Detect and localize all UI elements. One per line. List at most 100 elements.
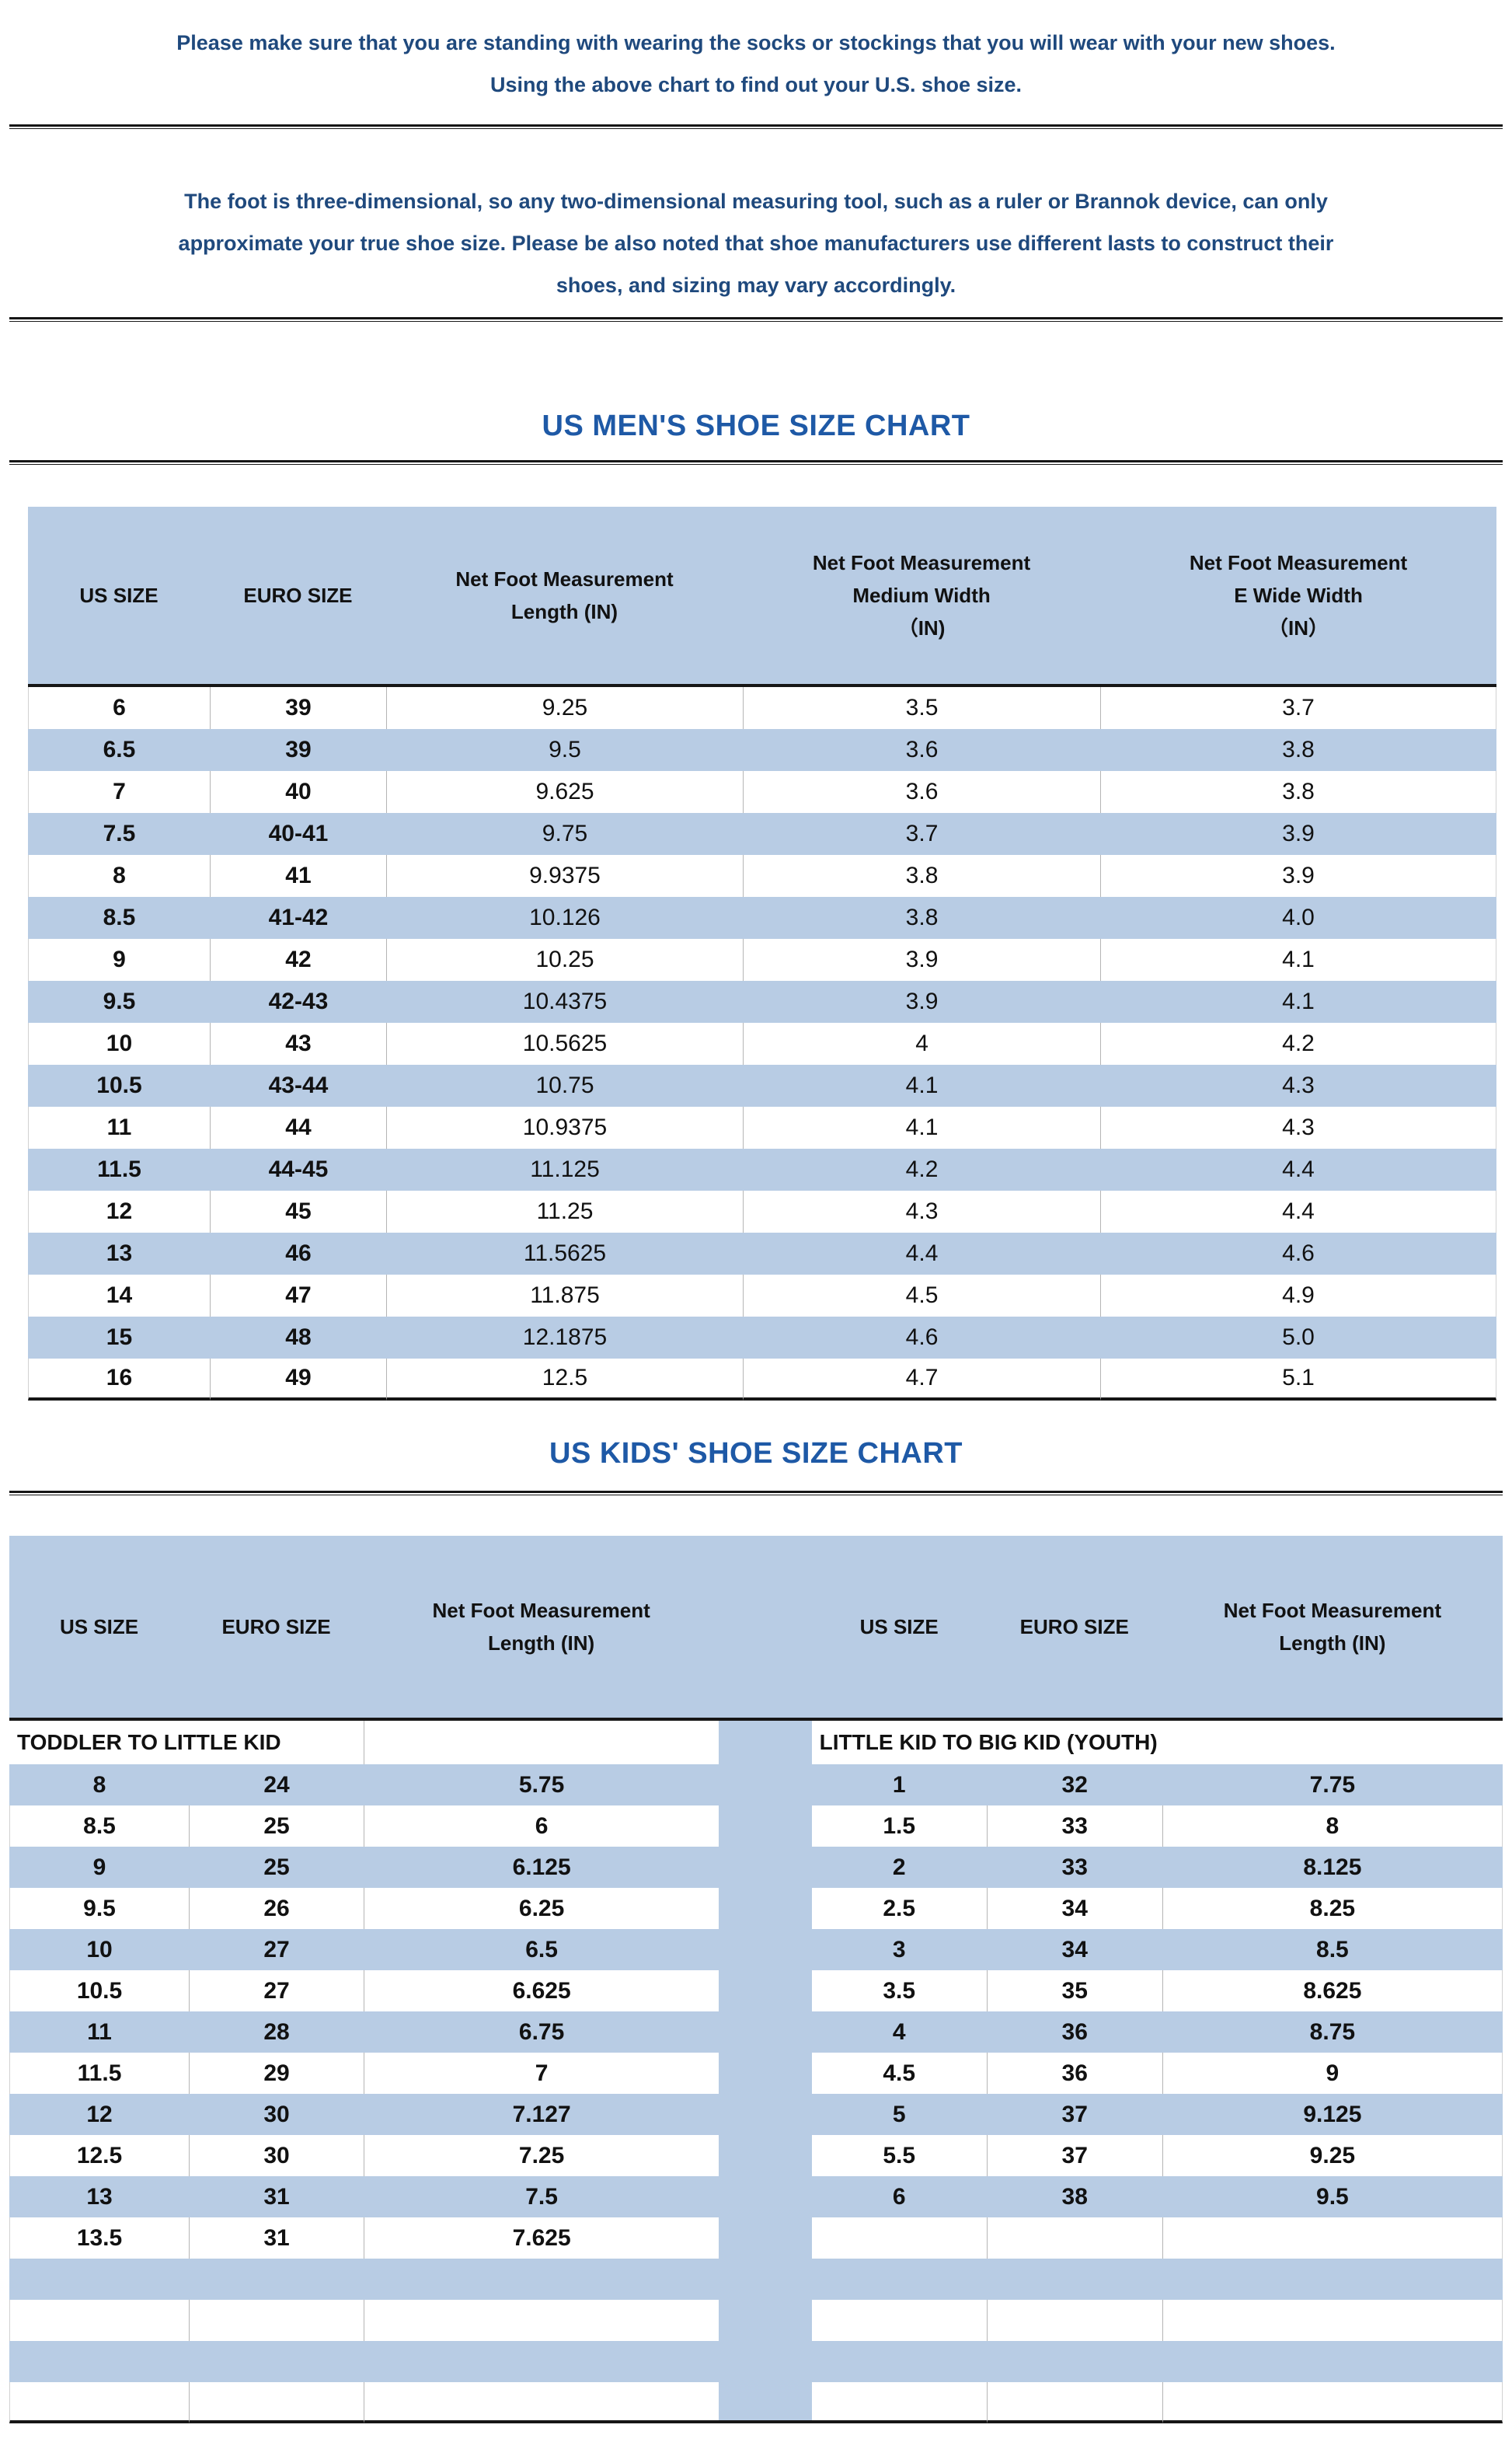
table-cell: 9.25 xyxy=(1162,2135,1503,2176)
table-row: 11.5 29 7 4.5 36 9 xyxy=(9,2053,1503,2094)
table-cell: 44-45 xyxy=(209,1149,386,1191)
empty-cell xyxy=(364,1721,719,1764)
table-row: 10 27 6.5 3 34 8.5 xyxy=(9,1929,1503,1970)
spacer-column xyxy=(719,2176,812,2217)
table-cell: 6 xyxy=(28,687,210,729)
table-cell: 4.4 xyxy=(1100,1191,1496,1233)
table-row: 6.5 39 9.5 3.6 3.8 xyxy=(28,729,1496,771)
table-cell xyxy=(1162,2341,1503,2382)
column-header-euro-size: EURO SIZE xyxy=(189,1536,364,1721)
intro-paragraph-2: The foot is three-dimensional, so any tw… xyxy=(9,180,1503,306)
table-cell xyxy=(9,2341,190,2382)
column-header-length: Net Foot Measurement Length (IN) xyxy=(364,1536,719,1721)
mens-table-body: 6 39 9.25 3.5 3.7 6.5 39 9.5 3.6 3.8 7 40 9.625 3.6 3.… xyxy=(28,687,1496,1401)
table-cell: 8 xyxy=(28,855,210,897)
table-cell: 1.5 xyxy=(883,1812,916,1839)
table-row: 15 48 12.1875 4.6 5.0 xyxy=(28,1317,1496,1359)
table-cell: 10 xyxy=(9,1929,190,1970)
table-cell: 12.5 xyxy=(9,2135,189,2176)
table-cell: 30 xyxy=(189,2094,364,2135)
table-row: 9 42 10.25 3.9 4.1 xyxy=(28,939,1496,981)
table-cell: 4.2 xyxy=(743,1149,1101,1191)
table-cell: 10.126 xyxy=(385,897,744,939)
table-cell: 11.125 xyxy=(385,1149,744,1191)
table-row: 16 49 12.5 4.7 5.1 xyxy=(28,1359,1496,1401)
table-cell: 45 xyxy=(209,1191,386,1233)
table-row: 11 28 6.75 4 36 8.75 xyxy=(9,2011,1503,2053)
table-row: 12 30 7.127 5 37 9.125 xyxy=(9,2094,1503,2135)
table-cell: 9.5 xyxy=(28,981,210,1023)
table-cell: 25 xyxy=(189,1805,364,1847)
intro-paragraph-1: Please make sure that you are standing w… xyxy=(9,22,1503,106)
table-row: 9 25 6.125 2 33 8.125 xyxy=(9,1847,1503,1888)
text-line: Using the above chart to find out your U… xyxy=(489,73,1023,96)
spacer-column xyxy=(719,2382,812,2423)
table-cell xyxy=(811,2341,987,2382)
table-cell: 6 xyxy=(364,1805,719,1847)
table-cell: 41-42 xyxy=(209,897,386,939)
column-header-medium-width: Net Foot Measurement Medium Width （IN) xyxy=(743,507,1101,687)
kids-size-table: US SIZE EURO SIZE Net Foot Measurement Le… xyxy=(9,1536,1503,2423)
text-line: （IN） xyxy=(1268,616,1329,640)
section-divider xyxy=(9,1491,1503,1495)
table-cell: 25 xyxy=(189,1847,364,1888)
text-line: （IN) xyxy=(897,616,946,640)
table-row: 9.5 26 6.25 2.5 34 8.25 xyxy=(9,1888,1503,1929)
table-cell: 33 xyxy=(986,1847,1162,1888)
table-cell xyxy=(9,2300,189,2341)
table-row: 10.5 27 6.625 3.5 35 8.625 xyxy=(9,1970,1503,2011)
table-cell: 36 xyxy=(986,2053,1162,2094)
table-cell: 9.5 xyxy=(385,729,744,771)
kids-chart-title: US KIDS' SHOE SIZE CHART xyxy=(549,1437,963,1470)
table-cell xyxy=(364,2382,719,2423)
table-cell: 31 xyxy=(189,2176,364,2217)
table-cell: 4.3 xyxy=(1100,1107,1496,1149)
table-cell xyxy=(811,2259,987,2300)
section-divider xyxy=(9,460,1503,465)
table-cell: 14 xyxy=(28,1275,210,1317)
table-cell: 36 xyxy=(986,2011,1162,2053)
table-cell: 8.625 xyxy=(1162,1970,1503,2011)
table-cell: 40-41 xyxy=(209,813,386,855)
table-cell: 5.5 xyxy=(883,2142,916,2168)
table-cell: 42-43 xyxy=(209,981,386,1023)
table-cell xyxy=(364,2341,719,2382)
table-cell: 6.125 xyxy=(364,1847,719,1888)
table-cell xyxy=(812,2300,987,2341)
table-cell xyxy=(1162,2217,1503,2259)
table-cell: 7.127 xyxy=(364,2094,719,2135)
table-cell: 12.5 xyxy=(385,1359,744,1401)
spacer-column xyxy=(719,1764,812,1805)
mens-chart-title: US MEN'S SHOE SIZE CHART xyxy=(542,410,970,442)
table-cell: 3.9 xyxy=(743,939,1100,981)
text-line: US SIZE xyxy=(79,584,159,607)
table-cell: 3 xyxy=(811,1929,987,1970)
table-cell: 9.625 xyxy=(385,771,743,813)
table-cell: 4.4 xyxy=(1100,1149,1496,1191)
text-line: Length (IN) xyxy=(510,600,618,623)
table-cell: 24 xyxy=(189,1764,364,1805)
table-cell: 9.5 xyxy=(9,1888,189,1929)
table-cell: 15 xyxy=(28,1317,210,1359)
column-header-length: Net Foot Measurement Length (IN) xyxy=(1162,1536,1503,1721)
table-row: 12.5 30 7.25 5.5 37 9.25 xyxy=(9,2135,1503,2176)
table-cell: 4.2 xyxy=(1100,1023,1496,1065)
table-row: 9.5 42-43 10.4375 3.9 4.1 xyxy=(28,981,1496,1023)
table-row: 8 41 9.9375 3.8 3.9 xyxy=(28,855,1496,897)
text-line: US SIZE xyxy=(59,1615,139,1638)
table-cell: 5.0 xyxy=(1100,1317,1496,1359)
table-cell: 27 xyxy=(189,1970,364,2011)
text-line: Net Foot Measurement xyxy=(812,551,1031,574)
table-cell: 40 xyxy=(209,771,386,813)
spacer-column xyxy=(719,2341,812,2382)
table-cell: 10.4375 xyxy=(385,981,744,1023)
table-cell: 4.0 xyxy=(1100,897,1496,939)
table-row: 8.5 41-42 10.126 3.8 4.0 xyxy=(28,897,1496,939)
kids-table-body: 8 24 5.75 1 32 7.75 8.5 25 6 1.5 33 8 9 25 6.125 2 33 8.1… xyxy=(9,1764,1503,2423)
table-cell: 35 xyxy=(986,1970,1162,2011)
table-cell: 9 xyxy=(1162,2053,1503,2094)
table-cell: 8.25 xyxy=(1162,1888,1503,1929)
table-cell: 4.3 xyxy=(1100,1065,1496,1107)
table-cell: 46 xyxy=(209,1233,386,1275)
